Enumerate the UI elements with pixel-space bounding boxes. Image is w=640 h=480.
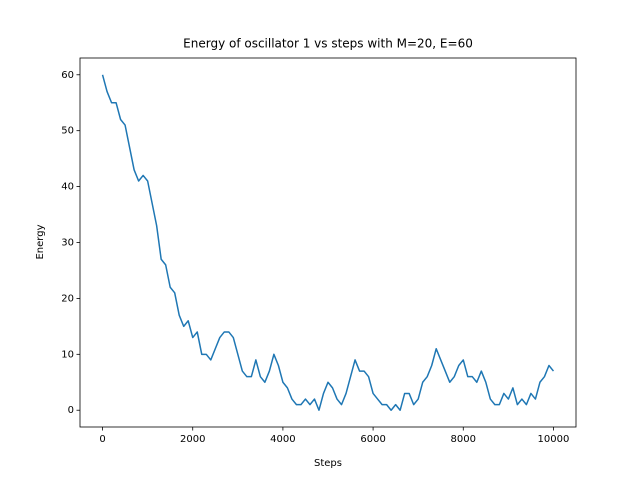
plot-frame <box>79 57 577 428</box>
y-tick-label: 40 <box>61 182 74 193</box>
x-tick-label: 10000 <box>538 434 570 445</box>
x-tick-label: 6000 <box>360 434 385 445</box>
data-line <box>101 74 555 411</box>
x-tick-label: 2000 <box>180 434 205 445</box>
x-axis-label: Steps <box>314 458 342 469</box>
y-tick-label: 60 <box>61 70 74 81</box>
chart-title: Energy of oscillator 1 vs steps with M=2… <box>183 37 473 51</box>
x-tick-label: 8000 <box>451 434 476 445</box>
y-tick-label: 20 <box>61 293 74 304</box>
y-tick-label: 50 <box>61 126 74 137</box>
x-tick-label: 4000 <box>270 434 295 445</box>
y-tick-label: 30 <box>61 238 74 249</box>
x-tick-label: 0 <box>99 434 105 445</box>
y-tick-label: 0 <box>68 405 74 416</box>
y-axis-label: Energy <box>35 224 46 259</box>
y-tick-label: 10 <box>61 349 74 360</box>
